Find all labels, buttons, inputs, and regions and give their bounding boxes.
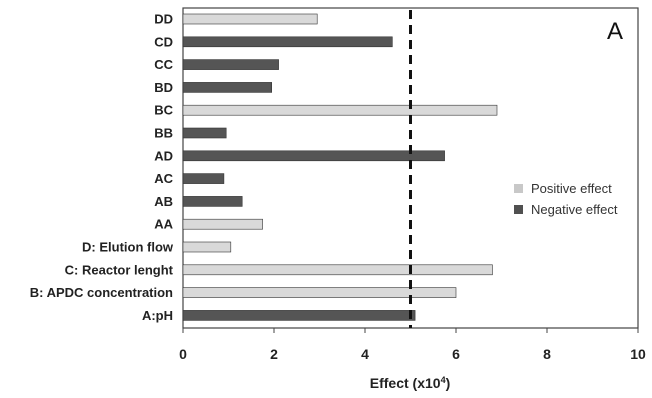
x-tick-label-2: 2 xyxy=(270,346,278,362)
x-tick-label-8: 8 xyxy=(543,346,551,362)
category-label-b-apdc-concentration: B: APDC concentration xyxy=(30,285,173,300)
category-label-c-reactor-lenght: C: Reactor lenght xyxy=(65,262,174,277)
legend-label-positive: Positive effect xyxy=(531,181,612,196)
bar-ac xyxy=(182,173,225,184)
bar-b-apdc-concentration xyxy=(182,287,457,298)
legend: Positive effect Negative effect xyxy=(514,181,618,217)
bar-aa xyxy=(182,218,263,230)
bar-bb xyxy=(182,127,227,139)
category-label-ac: AC xyxy=(154,171,173,186)
bar-ab xyxy=(182,196,243,207)
category-label-ab: AB xyxy=(154,194,173,209)
bars xyxy=(182,13,498,321)
x-axis-title-suffix: ) xyxy=(446,375,451,391)
bar-bc xyxy=(182,104,498,116)
x-axis-title-superscript: 4 xyxy=(441,375,446,385)
category-label-a-ph: A:pH xyxy=(142,308,173,323)
bar-ad xyxy=(182,150,445,162)
bar-d-elution-flow xyxy=(182,241,232,253)
legend-swatch-negative xyxy=(514,205,523,214)
legend-swatch-positive xyxy=(514,184,523,193)
category-label-bc: BC xyxy=(154,103,173,118)
x-axis-title-main: Effect (x10 xyxy=(370,375,441,391)
category-label-dd: DD xyxy=(154,12,173,27)
bar-c-reactor-lenght xyxy=(182,264,493,276)
x-tick-label-10: 10 xyxy=(630,346,646,362)
category-label-bb: BB xyxy=(154,126,173,141)
plot-frame xyxy=(182,7,639,329)
bar-cd xyxy=(182,36,393,48)
bar-dd xyxy=(182,13,318,25)
category-label-ad: AD xyxy=(154,148,173,163)
bar-bd xyxy=(182,82,272,93)
category-label-aa: AA xyxy=(154,217,173,232)
category-label-cc: CC xyxy=(154,57,173,72)
x-tick-label-6: 6 xyxy=(452,346,460,362)
x-tick-label-0: 0 xyxy=(179,346,187,362)
category-label-cd: CD xyxy=(154,34,173,49)
x-axis-title: Effect (x104) xyxy=(370,375,451,391)
category-labels: DD CD CC BD BC BB AD AC AB AA D: Elution flow C: Re… xyxy=(30,12,174,323)
x-tick-label-4: 4 xyxy=(361,346,369,362)
category-label-d-elution-flow: D: Elution flow xyxy=(82,240,174,255)
bar-cc xyxy=(182,59,279,70)
panel-label: A xyxy=(607,18,623,45)
x-axis-ticks: 0 2 4 6 8 10 xyxy=(179,328,646,362)
category-label-bd: BD xyxy=(154,80,173,95)
legend-label-negative: Negative effect xyxy=(531,202,618,217)
bar-a-ph xyxy=(182,310,416,321)
